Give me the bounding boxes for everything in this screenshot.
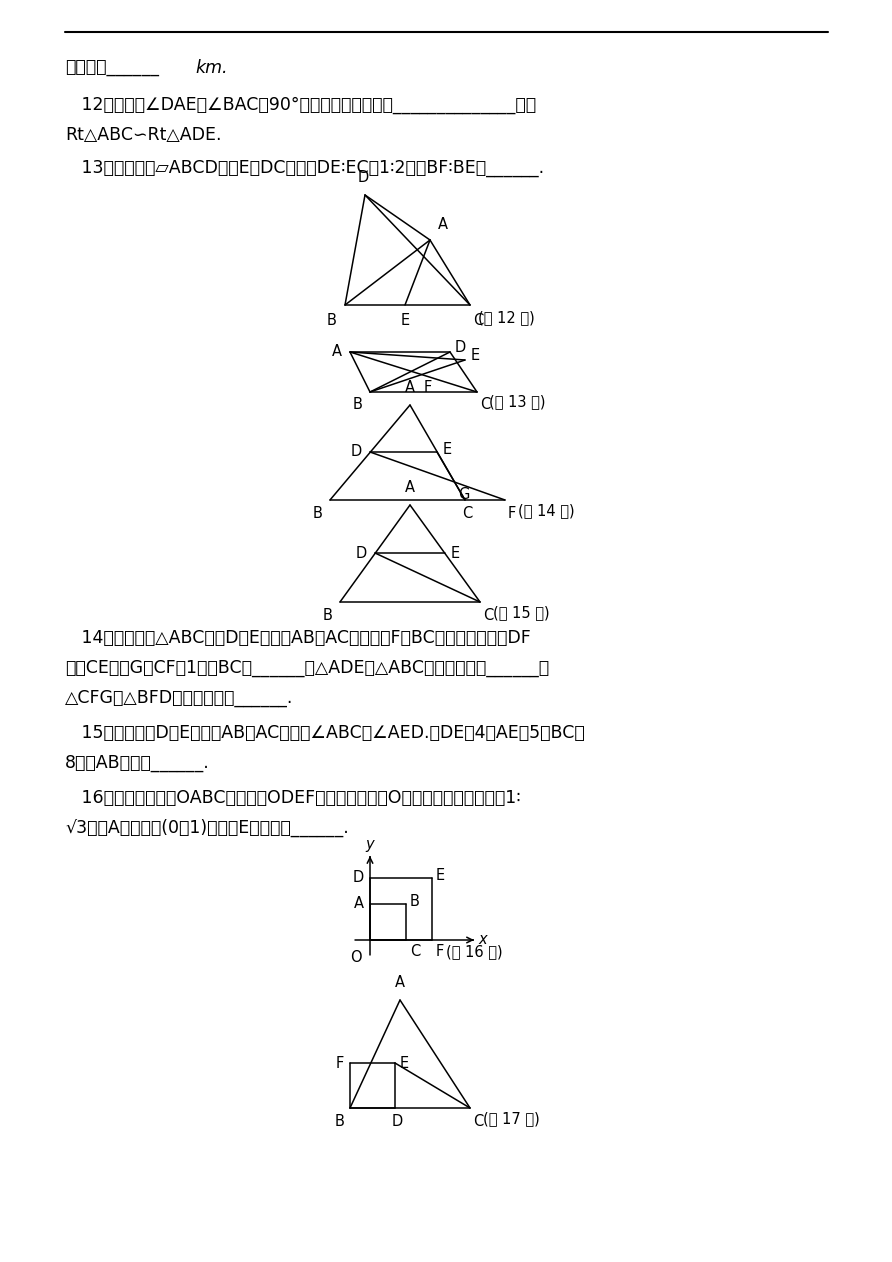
Text: F: F (436, 944, 444, 959)
Text: 8，则AB的长为______.: 8，则AB的长为______. (65, 753, 210, 772)
Text: F: F (335, 1055, 344, 1070)
Text: (第 16 题): (第 16 题) (446, 944, 502, 959)
Text: 13．如图，在▱ABCD中，E在DC上，若DE∶EC＝1∶2，则BF∶BE＝______.: 13．如图，在▱ABCD中，E在DC上，若DE∶EC＝1∶2，则BF∶BE＝__… (65, 159, 544, 177)
Text: C: C (480, 398, 491, 411)
Text: B: B (334, 1114, 344, 1129)
Text: Rt△ABC∽Rt△ADE.: Rt△ABC∽Rt△ADE. (65, 126, 221, 144)
Text: A: A (405, 380, 415, 395)
Text: A: A (438, 217, 448, 232)
Text: (第 13 题): (第 13 题) (489, 394, 546, 409)
Text: C: C (483, 608, 493, 623)
Text: E: E (443, 443, 452, 458)
Text: D: D (392, 1114, 402, 1129)
Text: C: C (473, 313, 483, 328)
Text: y: y (366, 837, 375, 852)
Text: C: C (462, 506, 472, 521)
Text: B: B (322, 608, 332, 623)
Text: 16．如图，正方形OABC与正方形ODEF是位似图形，点O为位似中心，相似比为1∶: 16．如图，正方形OABC与正方形ODEF是位似图形，点O为位似中心，相似比为1… (65, 789, 521, 806)
Text: D: D (358, 170, 368, 186)
Text: G: G (458, 487, 470, 502)
Text: (第 17 题): (第 17 题) (483, 1111, 540, 1126)
Text: (第 12 题): (第 12 题) (478, 310, 534, 326)
Text: 14．如图，在△ABC中，D、E分别是AB和AC的中点，F是BC延长线上一点，DF: 14．如图，在△ABC中，D、E分别是AB和AC的中点，F是BC延长线上一点，D… (65, 628, 531, 647)
Text: C: C (410, 944, 420, 959)
Text: √3，点A的坐标为(0，1)，则点E的坐标是______.: √3，点A的坐标为(0，1)，则点E的坐标是______. (65, 819, 349, 837)
Text: D: D (356, 545, 367, 560)
Text: A: A (332, 345, 342, 360)
Text: E: E (451, 545, 460, 560)
Text: E: E (471, 347, 480, 362)
Text: E: E (401, 313, 409, 328)
Text: F: F (508, 506, 516, 521)
Text: 12．如图，∠DAE＝∠BAC＝90°，请补充一个条件：______________，使: 12．如图，∠DAE＝∠BAC＝90°，请补充一个条件：____________… (65, 96, 536, 114)
Text: A: A (354, 896, 364, 911)
Text: B: B (312, 506, 322, 521)
Text: △CFG与△BFD的面积之比为______.: △CFG与△BFD的面积之比为______. (65, 689, 293, 707)
Text: E: E (436, 868, 445, 883)
Text: 15．如图，点D、E分别在AB、AC上，且∠ABC＝∠AED.若DE＝4，AE＝5，BC＝: 15．如图，点D、E分别在AB、AC上，且∠ABC＝∠AED.若DE＝4，AE＝… (65, 724, 585, 742)
Text: D: D (351, 444, 362, 459)
Text: x: x (478, 933, 487, 948)
Text: F: F (424, 380, 432, 395)
Text: O: O (351, 950, 362, 965)
Text: (第 15 题): (第 15 题) (493, 604, 549, 620)
Text: E: E (400, 1055, 409, 1070)
Text: A: A (405, 480, 415, 495)
Text: 际距离为______: 际距离为______ (65, 59, 159, 77)
Text: A: A (395, 976, 405, 989)
Text: (第 14 题): (第 14 题) (518, 504, 574, 517)
Text: B: B (352, 398, 362, 411)
Text: B: B (410, 895, 420, 910)
Text: D: D (352, 871, 364, 886)
Text: C: C (473, 1114, 483, 1129)
Text: D: D (455, 339, 467, 355)
Text: 平分CE于点G，CF＝1，则BC＝______，△ADE与△ABC的周长之比为______，: 平分CE于点G，CF＝1，则BC＝______，△ADE与△ABC的周长之比为_… (65, 659, 549, 676)
Text: km.: km. (195, 59, 227, 77)
Text: B: B (327, 313, 337, 328)
